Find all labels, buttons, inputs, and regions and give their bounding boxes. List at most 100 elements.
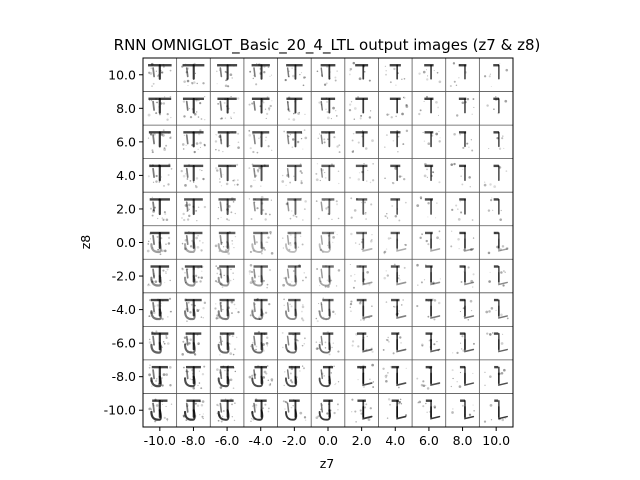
grid-cell-image: [382, 332, 407, 355]
y-tick-label: -10.0: [104, 403, 136, 418]
grid-cell-image: [351, 130, 374, 153]
grid-cell-image: [183, 298, 207, 322]
grid-cell-image: [416, 196, 438, 219]
grid-cell-image: [315, 163, 340, 185]
grid-cell-image: [147, 95, 172, 121]
grid-cell-image: [449, 62, 467, 88]
x-axis-ticks: -10.0 -8.0 -6.0 -4.0 -2.0 0.0 2.0 4.0 6.0 8.0 10.0: [144, 427, 510, 448]
y-tick-label: -6.0: [112, 336, 136, 351]
grid-cell-image: [181, 198, 207, 222]
grid-cell-image: [216, 398, 236, 423]
grid-cell-image: [249, 230, 274, 255]
grid-cell-image: [349, 263, 373, 289]
grid-cell-image: [384, 64, 406, 86]
grid-cell-image: [315, 331, 340, 356]
grid-cell-image: [283, 129, 308, 150]
grid-cell-image: [148, 62, 172, 88]
x-tick-label: 10.0: [482, 433, 510, 448]
grid-cell-image: [350, 231, 373, 252]
grid-cell-image: [284, 64, 307, 87]
x-tick-label: -10.0: [144, 433, 176, 448]
grid-cell-image: [351, 332, 374, 353]
y-tick-label: -8.0: [112, 369, 136, 384]
grid-cell-image: [418, 64, 442, 84]
grid-cell-image: [217, 332, 238, 356]
grid-cell-image: [383, 231, 407, 255]
grid-cell-image: [484, 365, 508, 387]
grid-cell-image: [283, 298, 305, 322]
grid-cell-image: [452, 332, 475, 354]
grid-cell-image: [216, 64, 238, 88]
grid-cell-image: [181, 129, 206, 154]
grid-cell-image: [315, 399, 339, 421]
grid-cell-image: [384, 198, 407, 222]
grid-cell-image: [450, 162, 471, 188]
grid-cell-image: [450, 365, 475, 388]
grid-cell-image: [147, 265, 171, 287]
x-tick-label: -2.0: [282, 433, 306, 448]
grid-cell-image: [483, 164, 508, 188]
grid-cell-image: [216, 365, 237, 390]
grid-cell-image: [149, 196, 170, 222]
grid-cell-image: [459, 265, 475, 288]
grid-cell-image: [249, 297, 271, 321]
x-tick-label: 6.0: [419, 433, 439, 448]
grid-cell-image: [383, 263, 407, 286]
grid-cell-image: [453, 131, 474, 152]
grid-cell-image: [382, 365, 407, 389]
y-tick-label: 10.0: [108, 67, 136, 82]
grid-cell-image: [416, 263, 441, 286]
grid-cell-image: [147, 163, 173, 187]
grid-cell-image: [423, 162, 441, 184]
grid-cell-image: [285, 197, 307, 221]
grid-cell-image: [486, 96, 508, 115]
grid-cell-image: [282, 231, 304, 253]
grid-cell-image: [181, 231, 204, 254]
grid-cell-image: [455, 97, 475, 117]
grid-cell-image: [217, 197, 237, 221]
grid-cell-image: [418, 95, 440, 116]
grid-cell-image: [214, 131, 240, 153]
grid-cell-image: [214, 265, 235, 289]
y-tick-label: -2.0: [112, 269, 136, 284]
grid-cell-image: [486, 332, 508, 353]
grid-cell-image: [386, 398, 408, 420]
grid-cell-image: [487, 231, 509, 255]
grid-cell-image: [488, 265, 508, 287]
grid-cell-image: [249, 63, 273, 86]
x-tick-label: 8.0: [453, 433, 473, 448]
grid-cell-image: [488, 131, 505, 150]
grid-cell-image: [451, 399, 475, 420]
grid-cell-image: [248, 96, 273, 119]
grid-cell-image: [182, 96, 206, 121]
grid-cell-image: [318, 231, 338, 253]
grid-cell-image: [282, 264, 307, 287]
grid-cell-image: [248, 263, 272, 289]
x-tick-label: -6.0: [215, 433, 239, 448]
y-tick-label: 0.0: [116, 235, 136, 250]
grid-cell-image: [147, 129, 172, 154]
grid-cell-image: [485, 298, 509, 320]
grid-cell-image: [483, 399, 508, 423]
y-tick-label: -4.0: [112, 302, 136, 317]
grid-cell-image: [146, 231, 171, 256]
grid-cell-image: [286, 96, 306, 121]
y-tick-label: 6.0: [116, 134, 136, 149]
grid-cell-image: [350, 197, 373, 220]
grid-cell-image: [181, 332, 202, 356]
grid-lines: [143, 58, 513, 427]
grid-cell-image: [148, 330, 170, 354]
grid-cell-image: [315, 297, 337, 323]
x-axis-label: z7: [320, 456, 335, 471]
grid-cell-image: [214, 231, 237, 255]
grid-cell-image: [181, 265, 204, 287]
grid-cell-image: [183, 365, 206, 390]
grid-cell-image: [450, 230, 475, 252]
grid-cell-image: [182, 399, 205, 422]
y-axis-ticks: 10.0 8.0 6.0 4.0 2.0 0.0 -2.0 -4.0 -6.0 -8.0 -10.0: [104, 67, 143, 418]
grid-cell-image: [318, 97, 338, 120]
grid-cell-image: [248, 163, 269, 188]
grid-cell-image: [315, 198, 340, 220]
grid-cell-image: [282, 399, 307, 421]
grid-cell-image: [384, 129, 409, 153]
